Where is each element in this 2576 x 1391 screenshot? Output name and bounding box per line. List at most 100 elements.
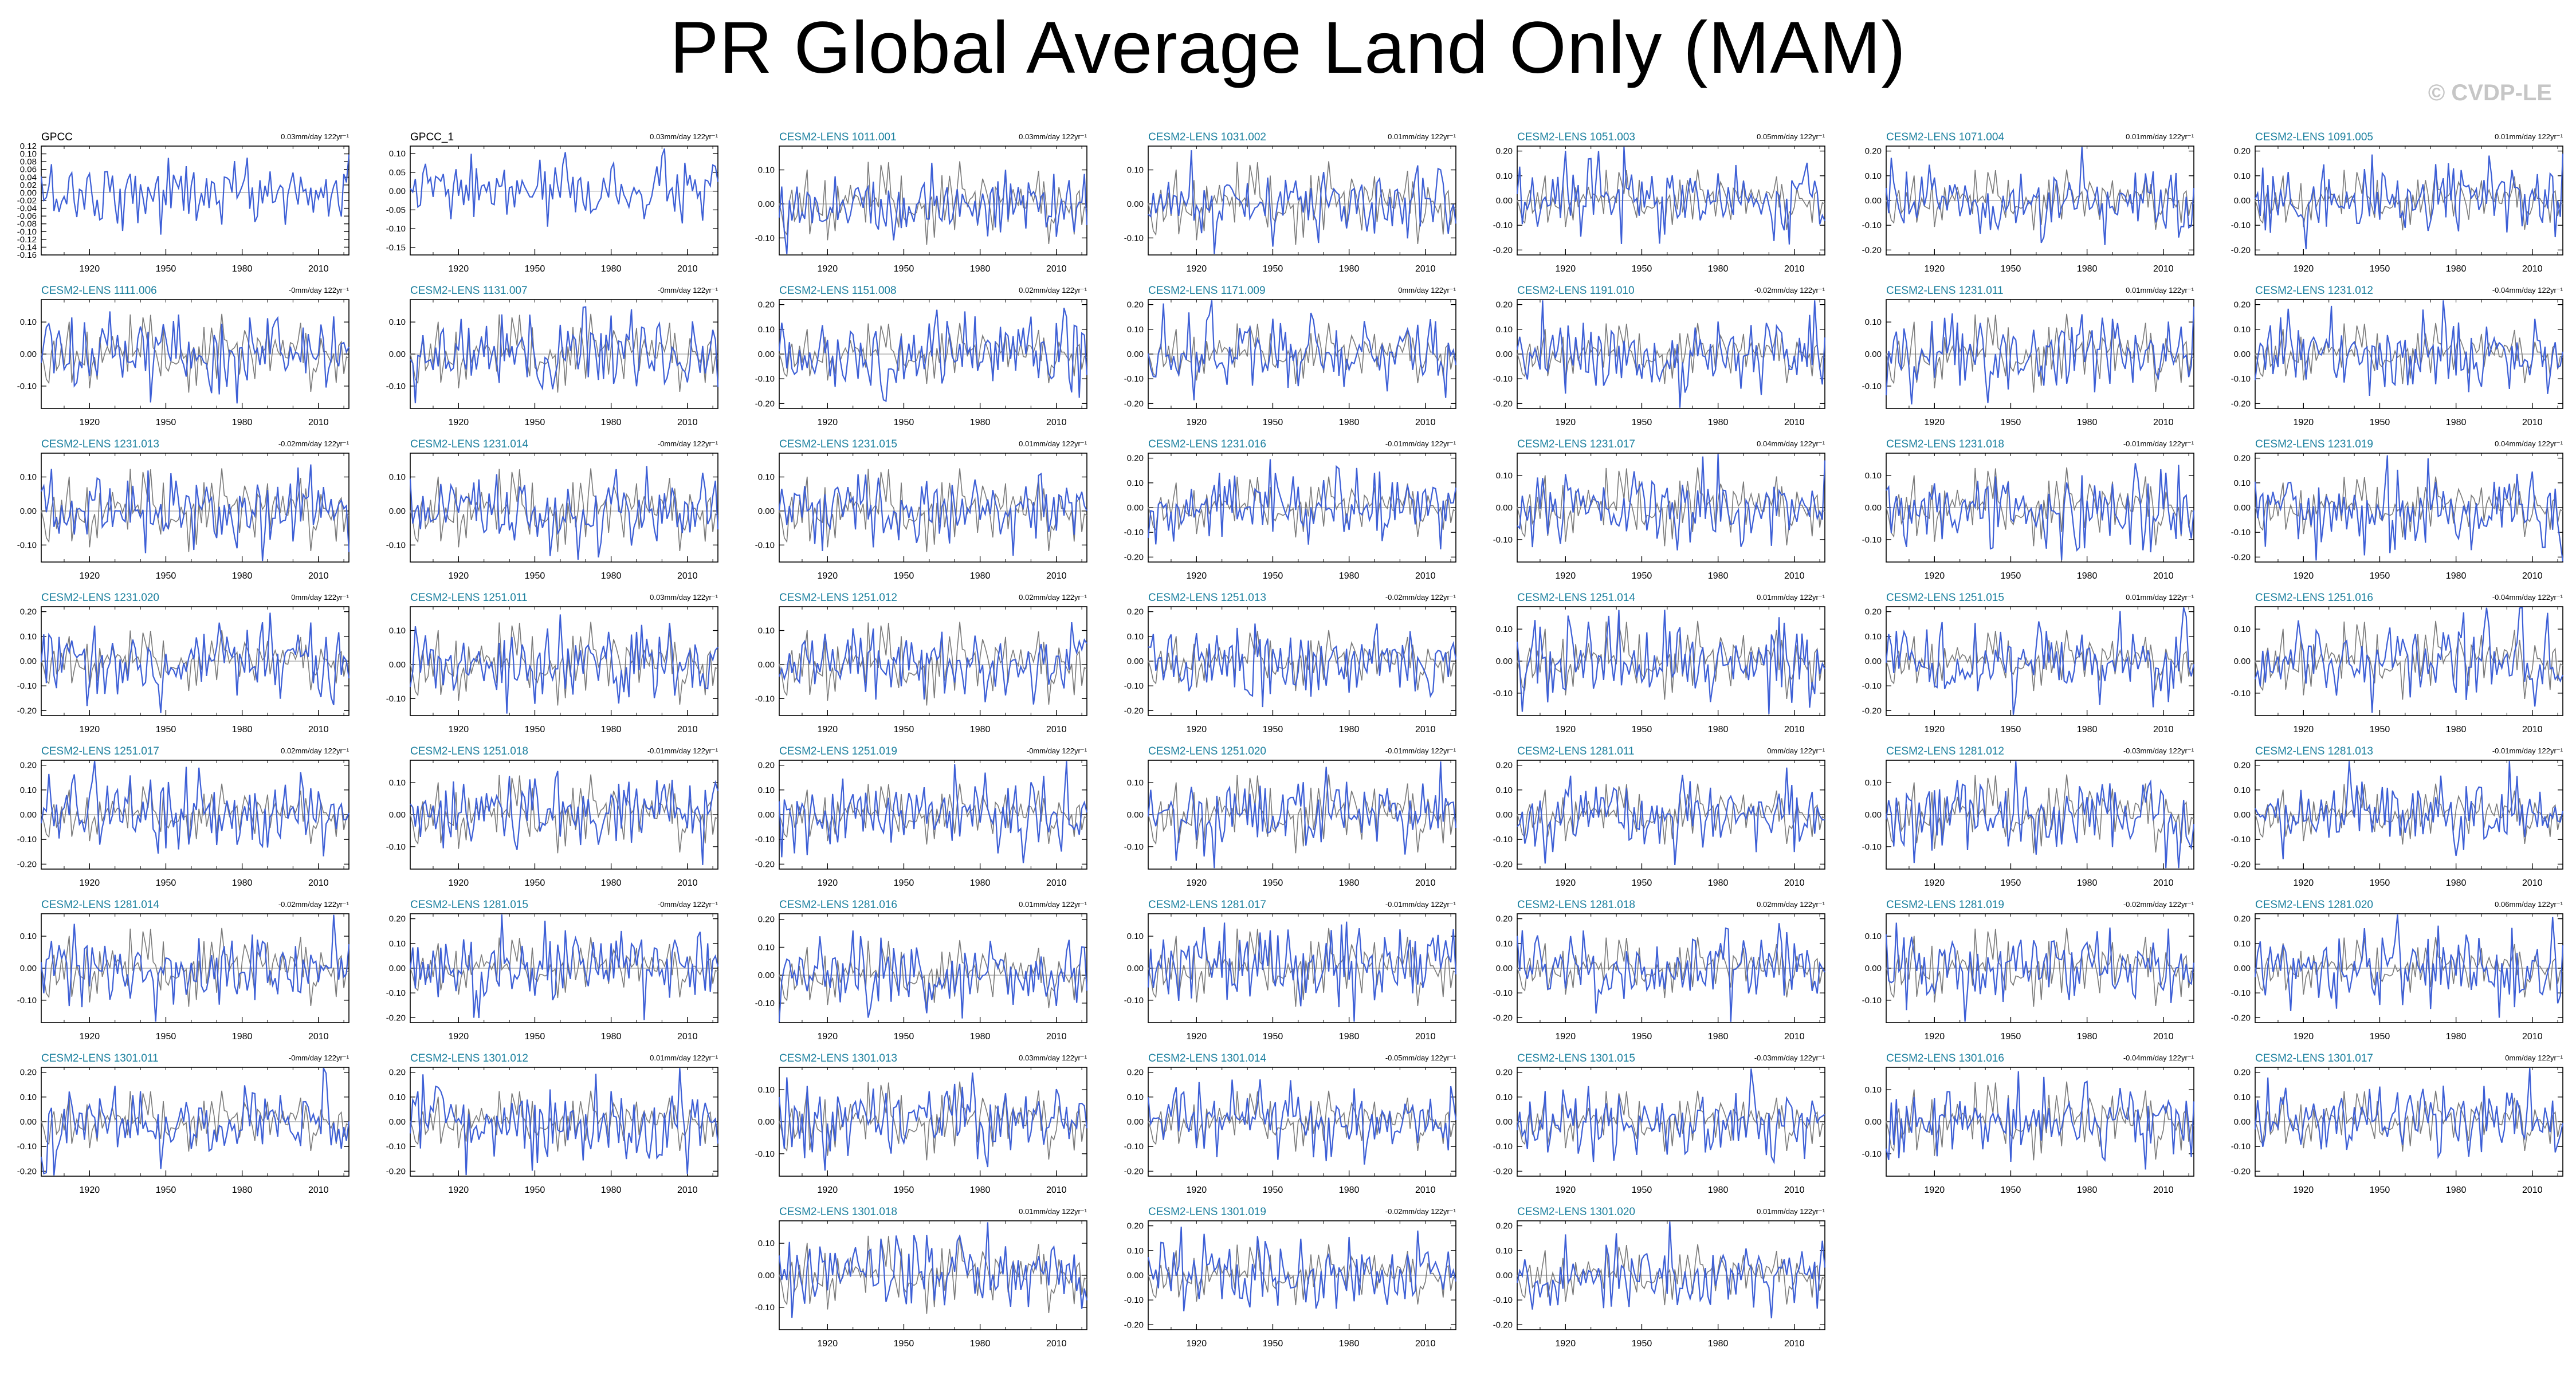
- y-tick-label: -0.10: [755, 835, 775, 844]
- x-tick-label: 1980: [1339, 1032, 1360, 1042]
- y-tick-label: 0.00: [2234, 349, 2251, 359]
- x-tick-label: 2010: [308, 418, 329, 427]
- series-line: [1885, 922, 2195, 1022]
- y-tick-label: -0.20: [2231, 1013, 2251, 1023]
- x-tick-label: 1920: [818, 1339, 838, 1349]
- panel-title: CESM2-LENS 1011.001: [779, 131, 897, 143]
- y-tick-label: -0.20: [755, 399, 775, 408]
- x-tick-label: 1950: [2001, 571, 2021, 581]
- y-tick-label: 0.10: [758, 473, 775, 482]
- trend-label: -0.02mm/day 122yr⁻¹: [278, 900, 350, 909]
- y-tick-label: 0.00: [1127, 1271, 1144, 1280]
- x-tick-label: 1950: [1632, 571, 1652, 581]
- panel: CESM2-LENS 1231.016 -0.01mm/day 122yr⁻¹ 19…: [1124, 438, 1457, 581]
- y-tick-label: 0.20: [758, 915, 775, 925]
- series-line: [2254, 914, 2564, 1018]
- y-tick-label: 0.10: [1865, 471, 1882, 481]
- x-tick-label: 1950: [1263, 1185, 1283, 1195]
- panel: CESM2-LENS 1301.016 -0.04mm/day 122yr⁻¹ 19…: [1862, 1052, 2195, 1195]
- plot-frame: [410, 453, 718, 563]
- x-tick-label: 1920: [818, 418, 838, 427]
- obs-series-line: [410, 468, 718, 552]
- y-tick-label: 0.10: [1865, 932, 1882, 941]
- x-tick-label: 2010: [2153, 1032, 2174, 1042]
- x-tick-label: 2010: [1046, 264, 1067, 274]
- y-tick-label: 0.10: [758, 1085, 775, 1095]
- panel: CESM2-LENS 1251.017 0.02mm/day 122yr⁻¹ 192…: [17, 745, 350, 888]
- x-tick-label: 2010: [1046, 418, 1067, 427]
- y-tick-label: 0.00: [2234, 810, 2251, 820]
- y-tick-label: -0.20: [1493, 399, 1513, 408]
- series-line: [40, 612, 350, 713]
- x-tick-label: 1980: [2077, 1185, 2098, 1195]
- y-tick-label: 0.20: [1496, 147, 1513, 156]
- x-tick-label: 1920: [80, 1185, 100, 1195]
- y-tick-label: 0.20: [389, 1068, 406, 1078]
- panel: CESM2-LENS 1251.012 0.02mm/day 122yr⁻¹ 192…: [755, 592, 1087, 734]
- y-tick-label: 0.10: [20, 473, 37, 482]
- obs-series-line: [779, 622, 1087, 706]
- y-tick-label: -0.20: [1124, 1320, 1144, 1330]
- panel-title: GPCC_1: [410, 131, 454, 143]
- y-tick-label: 0.10: [2234, 624, 2251, 634]
- y-tick-label: 0.00: [1865, 349, 1882, 359]
- x-tick-label: 2010: [1046, 1185, 1067, 1195]
- panel-title: CESM2-LENS 1231.018: [1886, 438, 2004, 450]
- series-line: [1147, 459, 1457, 549]
- x-tick-label: 1950: [1632, 264, 1652, 274]
- y-tick-label: 0.00: [1496, 1117, 1513, 1127]
- y-tick-label: 0.00: [389, 349, 406, 359]
- y-tick-label: -0.10: [17, 540, 37, 550]
- x-tick-label: 1980: [1708, 725, 1729, 734]
- panel: CESM2-LENS 1071.004 0.01mm/day 122yr⁻¹ 192…: [1862, 131, 2195, 274]
- panel: CESM2-LENS 1281.018 0.02mm/day 122yr⁻¹ 192…: [1493, 899, 1825, 1042]
- x-tick-label: 2010: [2522, 264, 2543, 274]
- y-tick-label: 0.10: [1127, 1093, 1144, 1102]
- y-tick-label: -0.16: [17, 250, 37, 260]
- panel: CESM2-LENS 1251.015 0.01mm/day 122yr⁻¹ 192…: [1862, 592, 2195, 734]
- y-tick-label: 0.00: [1865, 657, 1882, 666]
- x-tick-label: 1920: [1925, 264, 1945, 274]
- y-tick-label: 0.10: [2234, 939, 2251, 949]
- y-tick-label: 0.00: [389, 660, 406, 670]
- x-tick-label: 1980: [601, 1032, 622, 1042]
- series-line: [1517, 454, 1826, 551]
- trend-label: -0.01mm/day 122yr⁻¹: [1385, 746, 1456, 755]
- x-tick-label: 2010: [2153, 1185, 2174, 1195]
- x-tick-label: 2010: [2522, 571, 2543, 581]
- trend-label: 0.01mm/day 122yr⁻¹: [1019, 900, 1087, 909]
- y-tick-label: 0.00: [1865, 196, 1882, 206]
- panel: CESM2-LENS 1051.003 0.05mm/day 122yr⁻¹ 192…: [1493, 131, 1825, 274]
- y-tick-label: 0.10: [758, 942, 775, 952]
- x-tick-label: 2010: [2153, 264, 2174, 274]
- y-tick-label: 0.00: [20, 964, 37, 973]
- x-tick-label: 1950: [2370, 418, 2390, 427]
- y-tick-label: -0.10: [386, 1142, 406, 1152]
- trend-label: 0.02mm/day 122yr⁻¹: [281, 746, 350, 755]
- figure-title: PR Global Average Land Only (MAM): [670, 7, 1906, 89]
- y-tick-label: -0.10: [1124, 996, 1144, 1005]
- y-tick-label: 0.10: [389, 626, 406, 636]
- x-tick-label: 1950: [525, 571, 545, 581]
- y-tick-label: 0.10: [20, 932, 37, 941]
- x-tick-label: 1950: [156, 571, 176, 581]
- panel-title: CESM2-LENS 1151.008: [779, 285, 897, 297]
- x-tick-label: 1920: [1556, 571, 1576, 581]
- x-tick-label: 1920: [1556, 725, 1576, 734]
- trend-label: 0.01mm/day 122yr⁻¹: [1757, 1207, 1825, 1216]
- y-tick-label: 0.00: [2234, 196, 2251, 206]
- y-tick-label: 0.10: [1496, 171, 1513, 181]
- obs-series-line: [1148, 476, 1456, 538]
- panel-title: CESM2-LENS 1281.014: [41, 899, 159, 911]
- obs-series-line: [779, 940, 1087, 1009]
- panel: CESM2-LENS 1231.017 0.04mm/day 122yr⁻¹ 192…: [1493, 438, 1826, 581]
- x-tick-label: 1980: [232, 418, 253, 427]
- y-tick-label: -0.20: [755, 859, 775, 869]
- panel-title: CESM2-LENS 1251.019: [779, 745, 897, 757]
- obs-series-line: [2255, 1090, 2563, 1152]
- panel: CESM2-LENS 1301.014 -0.05mm/day 122yr⁻¹ 19…: [1124, 1052, 1457, 1195]
- x-tick-label: 1950: [1263, 725, 1283, 734]
- x-tick-label: 1920: [1187, 878, 1207, 888]
- y-tick-label: -0.15: [386, 243, 406, 253]
- trend-label: 0.03mm/day 122yr⁻¹: [281, 132, 350, 141]
